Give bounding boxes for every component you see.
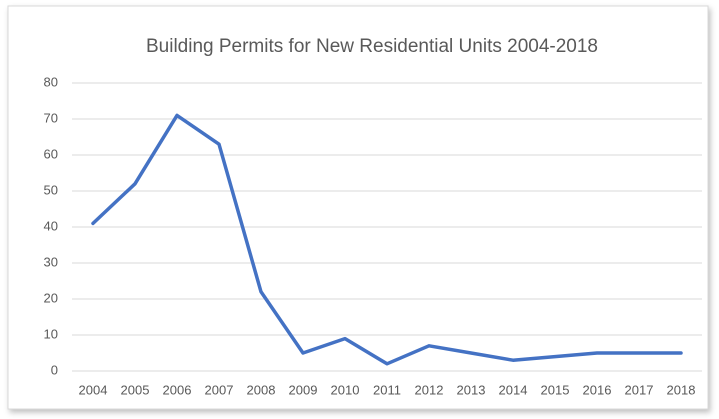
x-tick-label: 2011 [373, 382, 401, 397]
y-tick-label: 70 [44, 110, 58, 125]
x-tick-label: 2009 [289, 382, 318, 397]
x-tick-label: 2005 [121, 382, 150, 397]
y-tick-label: 60 [44, 146, 58, 161]
y-tick-label: 40 [44, 218, 58, 233]
x-tick-label: 2004 [79, 382, 108, 397]
data-line [91, 113, 683, 366]
x-tick-label: 2013 [457, 382, 486, 397]
x-tick-label: 2015 [541, 382, 570, 397]
y-tick-label: 10 [44, 326, 58, 341]
x-tick-label: 2012 [415, 382, 444, 397]
x-tick-label: 2016 [583, 382, 612, 397]
y-tick-label: 0 [51, 362, 58, 377]
y-tick-label: 30 [44, 254, 58, 269]
x-tick-label: 2014 [499, 382, 528, 397]
x-tick-label: 2008 [247, 382, 276, 397]
y-tick-label: 20 [44, 290, 58, 305]
x-tick-label: 2010 [331, 382, 360, 397]
y-tick-label: 50 [44, 182, 58, 197]
x-tick-label: 2017 [625, 382, 654, 397]
x-tick-label: 2006 [163, 382, 192, 397]
chart-frame [7, 5, 709, 410]
chart-title: Building Permits for New Residential Uni… [146, 36, 598, 57]
y-tick-label: 80 [44, 74, 58, 89]
x-tick-label: 2018 [667, 382, 696, 397]
x-tick-label: 2007 [205, 382, 234, 397]
